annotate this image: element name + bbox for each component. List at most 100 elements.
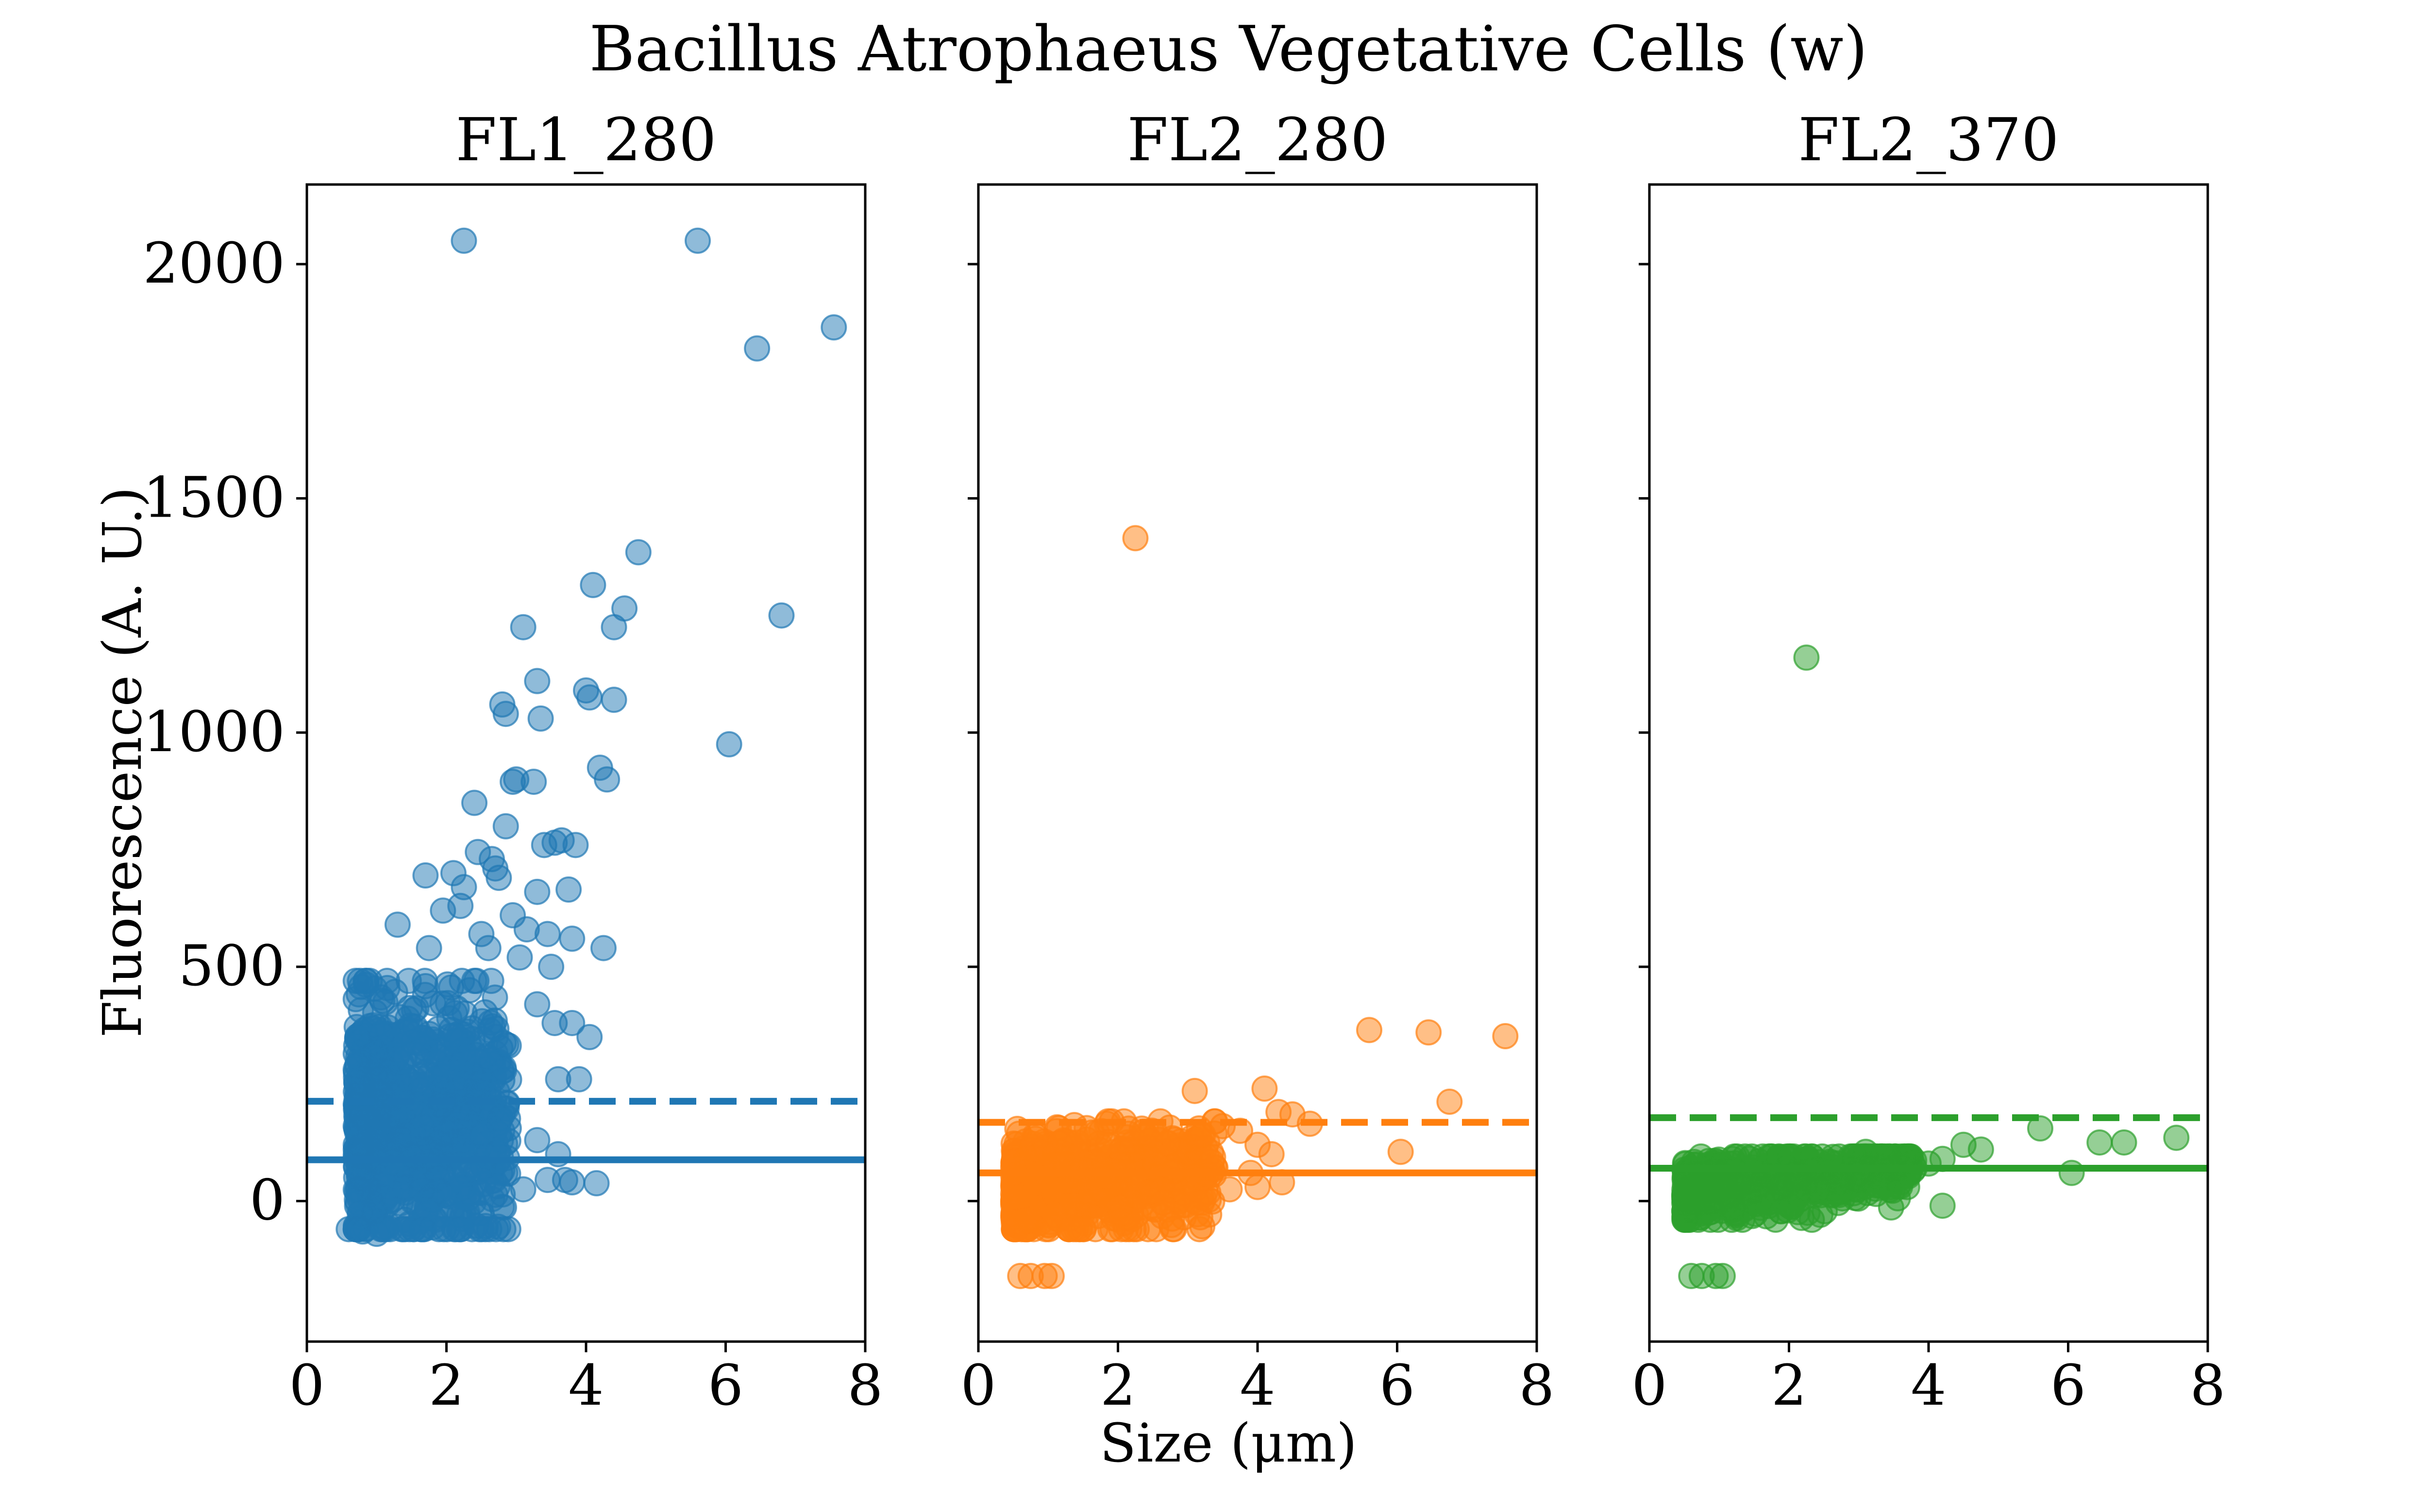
data-point — [362, 999, 388, 1026]
data-point — [402, 1013, 428, 1040]
y-tick-label: 500 — [179, 934, 285, 999]
data-point — [524, 1127, 551, 1154]
data-point — [1251, 1075, 1278, 1102]
data-point — [590, 935, 617, 961]
data-point — [601, 687, 627, 713]
data-point — [465, 1048, 492, 1075]
data-point — [1709, 1262, 1736, 1289]
x-tick-label: 4 — [568, 1353, 604, 1418]
panel-title: FL1_280 — [455, 105, 716, 174]
data-point — [1063, 1193, 1090, 1219]
data-point — [412, 1035, 439, 1062]
data-point — [2058, 1159, 2085, 1186]
panel-title: FL2_370 — [1798, 105, 2059, 174]
data-point — [1003, 1183, 1030, 1210]
data-point — [576, 1024, 603, 1050]
x-tick-label: 6 — [708, 1353, 743, 1418]
data-point — [555, 876, 582, 903]
data-point — [1181, 1077, 1208, 1104]
data-point — [353, 968, 379, 994]
data-point — [562, 832, 589, 858]
data-point — [1852, 1139, 1879, 1165]
x-tick-label: 0 — [1631, 1353, 1667, 1418]
data-point — [416, 935, 442, 961]
data-point — [510, 614, 537, 640]
x-tick-label: 8 — [2190, 1353, 2225, 1418]
data-point — [440, 1117, 467, 1144]
y-tick-label: 1500 — [143, 465, 285, 530]
data-point — [559, 925, 586, 952]
x-tick-label: 6 — [1379, 1353, 1415, 1418]
x-axis-label: Size (μm) — [1100, 1412, 1357, 1474]
data-point — [601, 614, 627, 640]
data-point — [538, 954, 565, 980]
data-point — [412, 862, 439, 889]
data-point — [821, 314, 847, 341]
data-point — [506, 944, 533, 971]
data-point — [373, 1056, 400, 1083]
data-point — [1415, 1019, 1442, 1046]
data-point — [625, 539, 652, 566]
data-point — [451, 1000, 478, 1027]
data-point — [447, 892, 474, 919]
data-point — [531, 832, 557, 858]
data-point — [492, 813, 519, 840]
data-point — [583, 1170, 610, 1196]
data-point — [594, 766, 621, 793]
data-point — [344, 1025, 370, 1052]
data-point — [390, 1083, 417, 1110]
data-point — [476, 1216, 503, 1243]
data-point — [1122, 525, 1149, 552]
data-point — [2111, 1129, 2137, 1156]
data-point — [524, 991, 551, 1018]
data-point — [428, 1092, 455, 1118]
x-tick-label: 2 — [1100, 1353, 1136, 1418]
data-point — [1492, 1023, 1519, 1049]
data-point — [486, 864, 512, 891]
data-point — [1721, 1172, 1747, 1199]
data-point — [768, 602, 795, 629]
data-point — [349, 1103, 376, 1130]
y-tick-label: 1000 — [143, 700, 285, 765]
data-point — [521, 769, 547, 795]
x-tick-label: 4 — [1240, 1353, 1275, 1418]
data-point — [685, 227, 711, 254]
x-tick-label: 4 — [1911, 1353, 1946, 1418]
data-point — [2086, 1129, 2113, 1156]
data-point — [545, 1066, 571, 1092]
data-point — [1078, 1119, 1105, 1146]
panel-3: FL2_370 0 2 4 6 8 — [1631, 105, 2225, 1418]
data-point — [1015, 1208, 1042, 1235]
data-point — [1216, 1176, 1243, 1203]
data-point — [446, 1064, 473, 1091]
x-tick-label: 0 — [289, 1353, 324, 1418]
data-point — [1929, 1193, 1956, 1219]
data-point — [343, 1069, 369, 1096]
data-point — [370, 1185, 397, 1211]
data-point — [559, 1169, 586, 1195]
data-point — [1742, 1200, 1769, 1227]
data-point — [1436, 1089, 1463, 1115]
data-point — [432, 1181, 459, 1208]
data-point — [2163, 1125, 2190, 1151]
y-tick-label: 0 — [250, 1168, 285, 1233]
data-point — [477, 1017, 504, 1044]
scatter-points — [336, 227, 847, 1247]
data-point — [2027, 1115, 2053, 1142]
data-point — [412, 968, 438, 994]
data-point — [1038, 1262, 1065, 1289]
data-point — [473, 1143, 500, 1170]
data-point — [384, 911, 411, 938]
data-point — [1887, 1169, 1914, 1195]
data-point — [559, 1009, 586, 1036]
data-point — [1244, 1174, 1271, 1200]
data-point — [1793, 644, 1820, 671]
y-axis-label: Fluorescence (A. U.) — [91, 487, 153, 1038]
x-tick-label: 0 — [960, 1353, 996, 1418]
data-point — [744, 335, 771, 362]
scatter-points — [1000, 525, 1519, 1289]
x-tick-label: 2 — [1771, 1353, 1807, 1418]
data-point — [1801, 1172, 1828, 1198]
panels: FL1_280 0 2 4 6 8 0 500 1000 1500 2000 FL2_280 0 2 4 6 8… — [143, 105, 2225, 1418]
data-point — [430, 1216, 457, 1243]
